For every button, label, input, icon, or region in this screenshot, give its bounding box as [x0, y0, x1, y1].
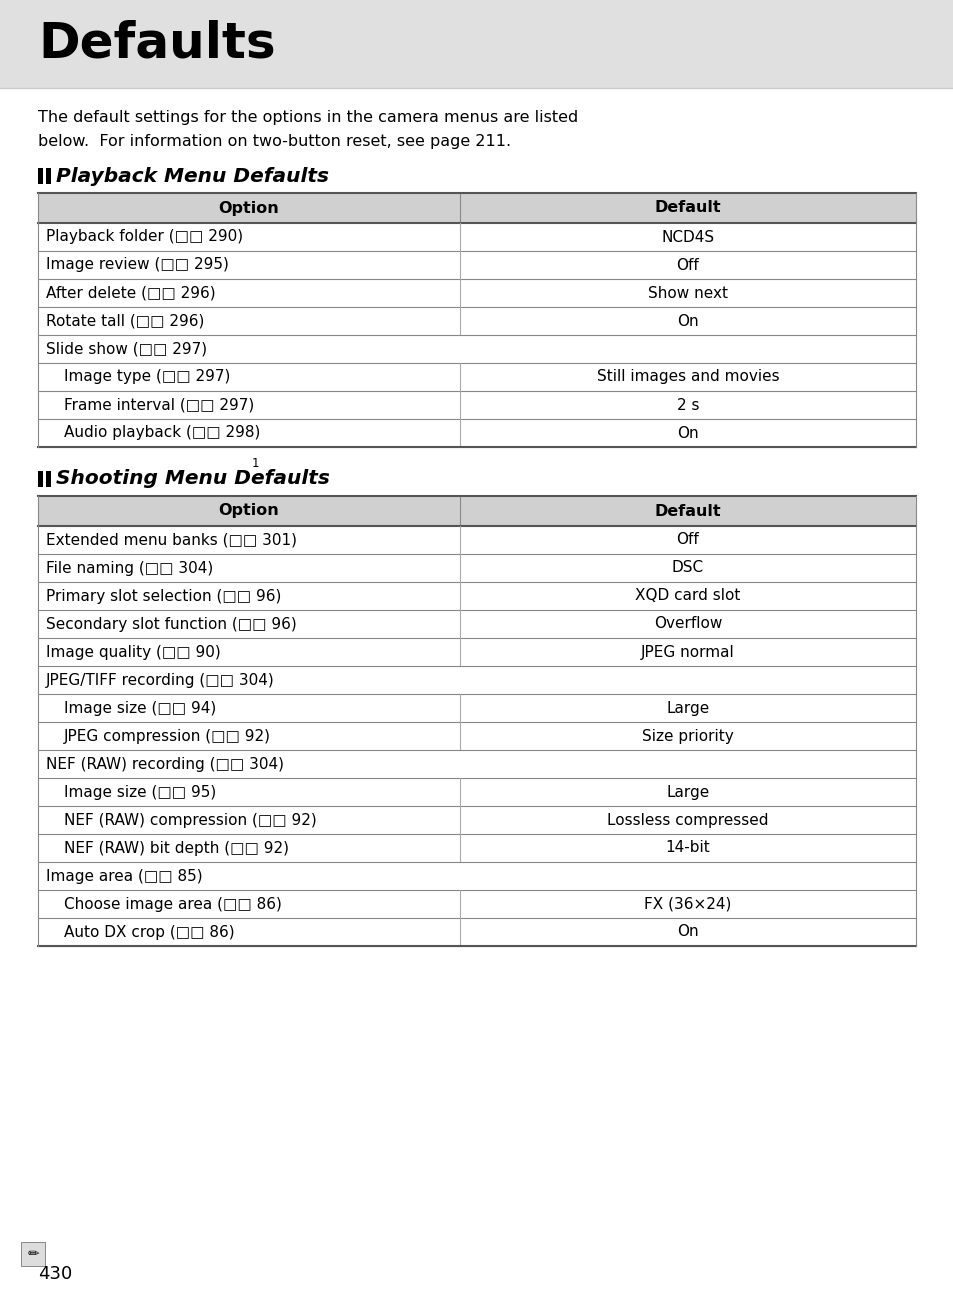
Bar [38, 251, 915, 279]
Text: Secondary slot function (□□ 96): Secondary slot function (□□ 96) [46, 616, 296, 632]
Bar [21, 1242, 45, 1265]
Text: Slide show (□□ 297): Slide show (□□ 297) [46, 342, 207, 356]
Text: NEF (RAW) recording (□□ 304): NEF (RAW) recording (□□ 304) [46, 757, 284, 771]
Text: Option: Option [218, 201, 279, 215]
Text: On: On [677, 426, 699, 440]
Bar [38, 470, 43, 487]
Text: Playback folder (□□ 290): Playback folder (□□ 290) [46, 230, 243, 244]
Bar [46, 470, 51, 487]
Text: Image type (□□ 297): Image type (□□ 297) [64, 369, 230, 385]
Bar [38, 279, 915, 307]
Text: Lossless compressed: Lossless compressed [607, 812, 768, 828]
Text: 1: 1 [252, 457, 259, 470]
Bar [38, 890, 915, 918]
Bar [38, 419, 915, 447]
Text: Image quality (□□ 90): Image quality (□□ 90) [46, 644, 220, 660]
Text: Defaults: Defaults [38, 20, 275, 68]
Text: DSC: DSC [671, 561, 703, 576]
Text: Overflow: Overflow [653, 616, 721, 632]
Text: NEF (RAW) bit depth (□□ 92): NEF (RAW) bit depth (□□ 92) [64, 841, 289, 855]
Text: 14-bit: 14-bit [665, 841, 710, 855]
Text: Shooting Menu Defaults: Shooting Menu Defaults [56, 469, 330, 489]
Text: JPEG/TIFF recording (□□ 304): JPEG/TIFF recording (□□ 304) [46, 673, 274, 687]
Text: Audio playback (□□ 298): Audio playback (□□ 298) [64, 426, 260, 440]
Text: Frame interval (□□ 297): Frame interval (□□ 297) [64, 398, 254, 413]
Bar [38, 862, 915, 890]
Text: Extended menu banks (□□ 301): Extended menu banks (□□ 301) [46, 532, 296, 548]
Bar [38, 193, 915, 223]
Bar [38, 666, 915, 694]
Text: NEF (RAW) compression (□□ 92): NEF (RAW) compression (□□ 92) [64, 812, 316, 828]
Bar [38, 639, 915, 666]
Text: Auto DX crop (□□ 86): Auto DX crop (□□ 86) [64, 925, 234, 940]
Text: Choose image area (□□ 86): Choose image area (□□ 86) [64, 896, 281, 912]
Text: 2 s: 2 s [676, 398, 699, 413]
Text: On: On [677, 314, 699, 328]
Bar [38, 805, 915, 834]
Bar [38, 778, 915, 805]
Text: Off: Off [676, 258, 699, 272]
Text: JPEG normal: JPEG normal [640, 644, 734, 660]
Bar [38, 495, 915, 526]
Text: below.  For information on two-button reset, see page 211.: below. For information on two-button res… [38, 134, 511, 148]
Text: File naming (□□ 304): File naming (□□ 304) [46, 561, 213, 576]
Text: Rotate tall (□□ 296): Rotate tall (□□ 296) [46, 314, 204, 328]
Text: JPEG compression (□□ 92): JPEG compression (□□ 92) [64, 728, 271, 744]
Text: Image size (□□ 95): Image size (□□ 95) [64, 784, 216, 799]
Text: Playback Menu Defaults: Playback Menu Defaults [56, 167, 329, 185]
Text: Primary slot selection (□□ 96): Primary slot selection (□□ 96) [46, 589, 281, 603]
Bar [46, 168, 51, 184]
Bar [38, 392, 915, 419]
Bar [38, 307, 915, 335]
Bar [38, 918, 915, 946]
Text: Image area (□□ 85): Image area (□□ 85) [46, 869, 202, 883]
Bar [38, 335, 915, 363]
Text: Image size (□□ 94): Image size (□□ 94) [64, 700, 216, 716]
Bar [38, 582, 915, 610]
Bar [38, 223, 915, 251]
Text: The default settings for the options in the camera menus are listed: The default settings for the options in … [38, 110, 578, 125]
Text: ✏: ✏ [27, 1247, 39, 1261]
Bar [38, 168, 43, 184]
Text: On: On [677, 925, 699, 940]
Text: Show next: Show next [647, 285, 727, 301]
Text: Off: Off [676, 532, 699, 548]
Text: XQD card slot: XQD card slot [635, 589, 740, 603]
Text: NCD4S: NCD4S [660, 230, 714, 244]
Bar [0, 0, 953, 88]
Bar [38, 555, 915, 582]
Bar [38, 694, 915, 721]
Bar [38, 721, 915, 750]
Text: Option: Option [218, 503, 279, 519]
Bar [38, 526, 915, 555]
Bar [38, 834, 915, 862]
Text: Size priority: Size priority [641, 728, 733, 744]
Bar [38, 750, 915, 778]
Text: Default: Default [654, 503, 720, 519]
Text: Default: Default [654, 201, 720, 215]
Text: FX (36×24): FX (36×24) [643, 896, 731, 912]
Text: Large: Large [666, 700, 709, 716]
Text: 430: 430 [38, 1265, 72, 1282]
Text: Still images and movies: Still images and movies [596, 369, 779, 385]
Text: After delete (□□ 296): After delete (□□ 296) [46, 285, 215, 301]
Bar [38, 363, 915, 392]
Text: Image review (□□ 295): Image review (□□ 295) [46, 258, 229, 272]
Text: Large: Large [666, 784, 709, 799]
Bar [38, 610, 915, 639]
